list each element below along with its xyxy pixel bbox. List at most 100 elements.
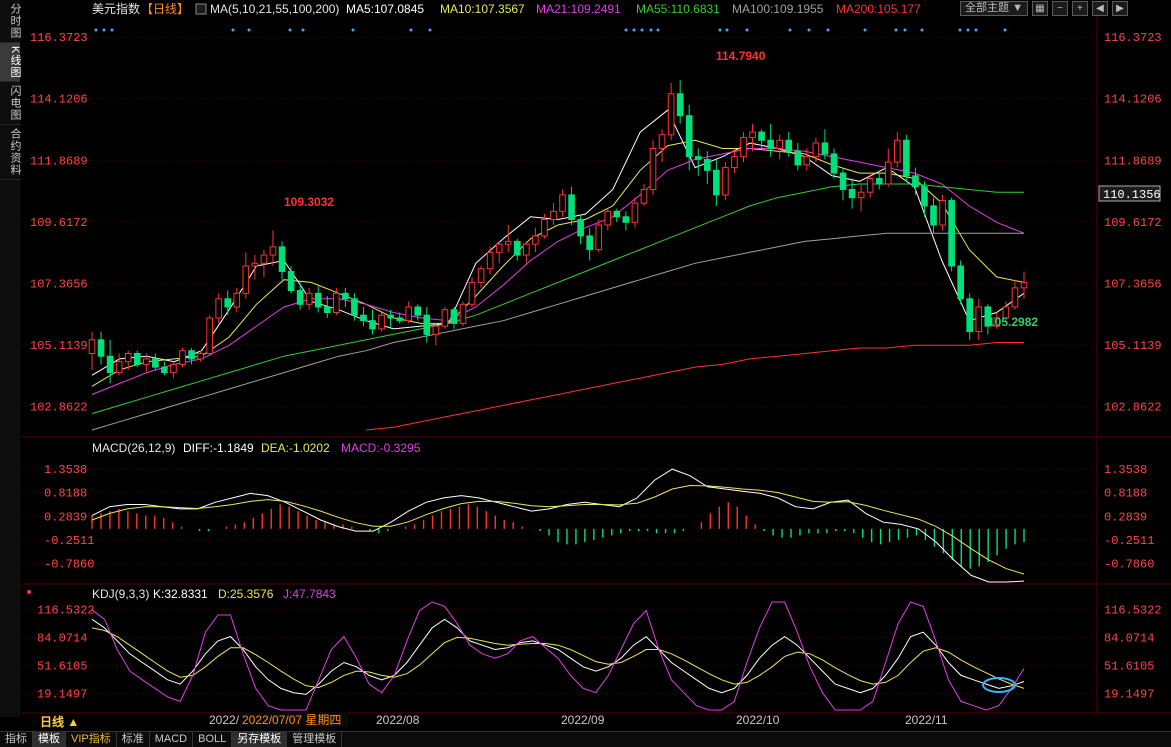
candle [215, 293, 222, 324]
candle [676, 80, 684, 124]
macd-tick-left: 1.3538 [44, 463, 87, 477]
macd-title: MACD(26,12,9) [92, 441, 175, 455]
candle [839, 167, 847, 201]
macd-macd-value: MACD:-0.3295 [341, 441, 421, 455]
ma-line-ma10 [91, 139, 1025, 387]
candle [378, 312, 385, 332]
tab-templates[interactable]: 模板 [33, 732, 66, 747]
candle [993, 312, 1001, 329]
candle [414, 304, 422, 321]
candle [559, 189, 566, 217]
candle [541, 214, 548, 239]
candle [170, 361, 177, 379]
candle [921, 181, 928, 217]
signal-dot [863, 28, 867, 32]
left-tab-bar: 分时图 K线图 闪电图 合约资料 [0, 0, 21, 717]
moving-average-lines [91, 109, 1025, 431]
candle [595, 219, 603, 253]
macd-grid [21, 468, 1097, 565]
minus-icon[interactable]: − [1051, 1, 1068, 16]
signal-dot [656, 28, 660, 32]
kdj-tick-right: 84.0714 [1104, 631, 1154, 645]
tab-kline-chart[interactable]: K线图 [0, 43, 21, 83]
tab-manage-templates[interactable]: 管理模板 [287, 732, 343, 747]
candle [459, 301, 467, 327]
current-price-tag: 110.1356 [1098, 185, 1161, 202]
signal-dot [428, 28, 432, 32]
kdj-lines [91, 601, 1025, 711]
candle [785, 132, 793, 157]
candle [640, 184, 648, 206]
ma21-value: MA21:109.2491 [536, 2, 621, 16]
candle [794, 143, 802, 171]
candle [975, 298, 983, 340]
chart-canvas[interactable]: 美元指数 【日线】 MA(5,10,21,55,100,200) MA5:107… [0, 0, 1171, 731]
price-tick-right: 109.6172 [1104, 216, 1162, 230]
candle [477, 266, 485, 288]
candle [631, 197, 639, 228]
candle [351, 293, 358, 321]
signal-dot [351, 28, 355, 32]
candle [532, 227, 539, 253]
candle [857, 184, 865, 212]
tab-flash-chart[interactable]: 闪电图 [0, 82, 21, 126]
candle [323, 296, 331, 318]
arrow-right-icon[interactable]: ▶ [1111, 1, 1128, 16]
grid-icon[interactable]: ▦ [1031, 1, 1048, 16]
candle [133, 350, 141, 368]
tab-save-template[interactable]: 另存模板 [232, 732, 288, 747]
candle [251, 255, 259, 280]
candle [568, 186, 575, 225]
candle [179, 348, 186, 368]
candle [405, 301, 413, 324]
top-toolbar: 全部主题 ▼ ▦ − + ◀ ▶ [960, 1, 1128, 16]
candle [577, 214, 584, 245]
arrow-left-icon[interactable]: ◀ [1091, 1, 1108, 16]
cursor-date: 2022/07/07 星期四 [242, 713, 341, 727]
price-tick-right: 107.3656 [1104, 277, 1162, 291]
candle [731, 148, 738, 174]
tab-macd[interactable]: MACD [150, 732, 194, 747]
price-tick-left: 107.3656 [30, 277, 88, 291]
x-axis: 日线 ▲ 2022/ 2022/07/07 星期四 2022/08 2022/0… [40, 712, 948, 729]
candlesticks [88, 80, 1028, 384]
macd-histogram [91, 502, 1025, 569]
macd-dea-value: DEA:-1.0202 [261, 441, 330, 455]
tab-vip-indicators[interactable]: VIP指标 [66, 732, 117, 747]
candle [912, 167, 919, 195]
candle [894, 132, 901, 168]
candle [287, 266, 295, 294]
candle [269, 230, 277, 266]
macd-tick-right: -0.2511 [1104, 534, 1154, 548]
plus-icon[interactable]: + [1071, 1, 1088, 16]
macd-line-dea [91, 484, 1025, 575]
kdj-line-k [91, 618, 1025, 695]
tab-indicators[interactable]: 指标 [0, 732, 33, 747]
signal-dot [1003, 28, 1007, 32]
period-selector[interactable]: 日线 ▲ [40, 714, 79, 729]
ma100-value: MA100:109.1955 [732, 2, 824, 16]
tab-time-chart[interactable]: 分时图 [0, 0, 21, 43]
annotation-high-2: 114.7940 [716, 49, 766, 63]
x-label-aug: 2022/08 [376, 713, 420, 727]
ma-line-ma5 [91, 109, 1025, 376]
tab-contract-info[interactable]: 合约资料 [0, 125, 21, 181]
price-tick-right: 116.3723 [1104, 31, 1162, 45]
price-axis: 116.3723 116.3723 114.1206 114.1206 111.8689… [30, 31, 1162, 414]
tab-standard[interactable]: 标准 [117, 732, 150, 747]
candle [161, 361, 168, 376]
candle [305, 287, 313, 310]
theme-button[interactable]: 全部主题 ▼ [960, 1, 1028, 16]
candle [803, 148, 811, 171]
signal-dot [624, 28, 628, 32]
candle [260, 249, 268, 277]
candle [88, 331, 96, 370]
tab-boll[interactable]: BOLL [193, 732, 233, 747]
macd-tick-left: -0.2511 [44, 534, 94, 548]
candle [97, 331, 105, 365]
candle [649, 140, 657, 195]
candle [513, 238, 521, 261]
price-tick-right: 102.8622 [1104, 400, 1162, 414]
candle [387, 309, 394, 329]
macd-lines [91, 468, 1025, 583]
